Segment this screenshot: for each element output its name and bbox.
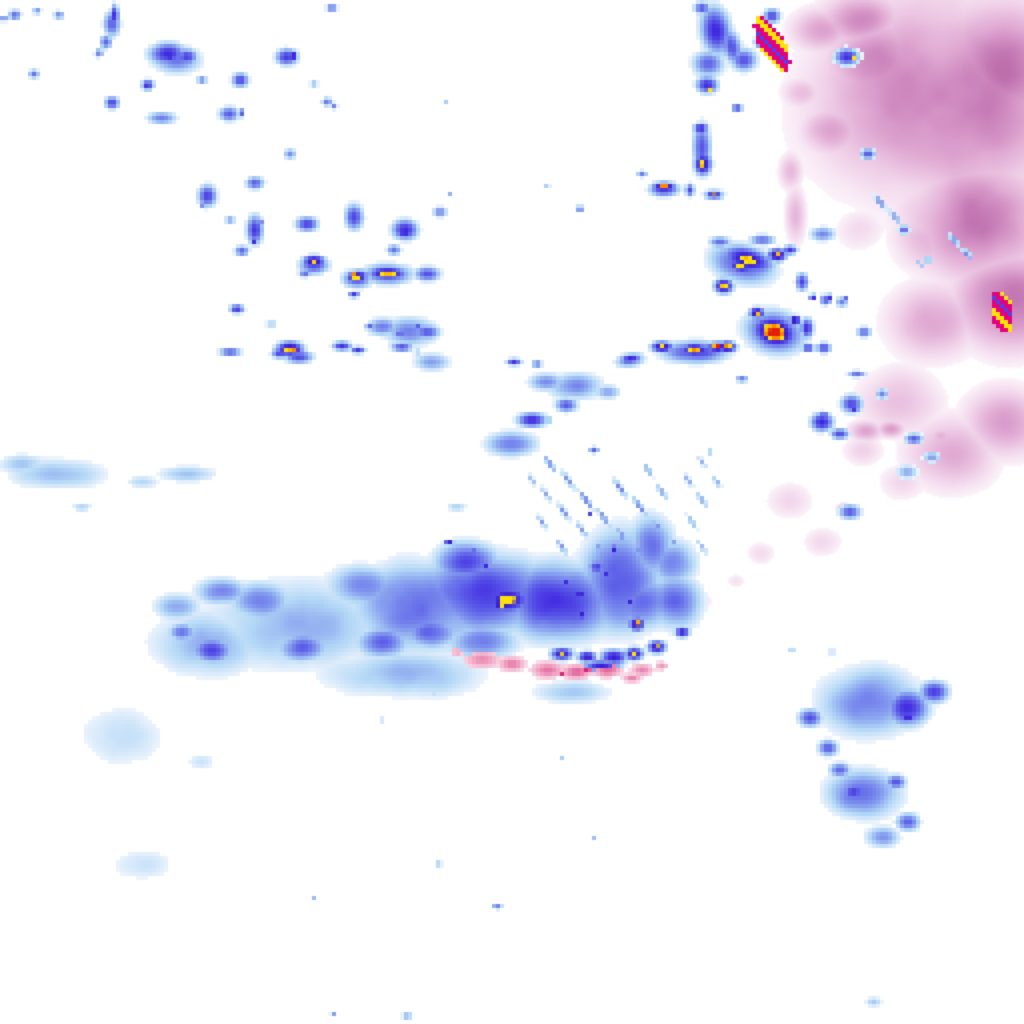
precipitation-radar-canvas bbox=[0, 0, 1024, 1024]
radar-map-viewport bbox=[0, 0, 1024, 1024]
